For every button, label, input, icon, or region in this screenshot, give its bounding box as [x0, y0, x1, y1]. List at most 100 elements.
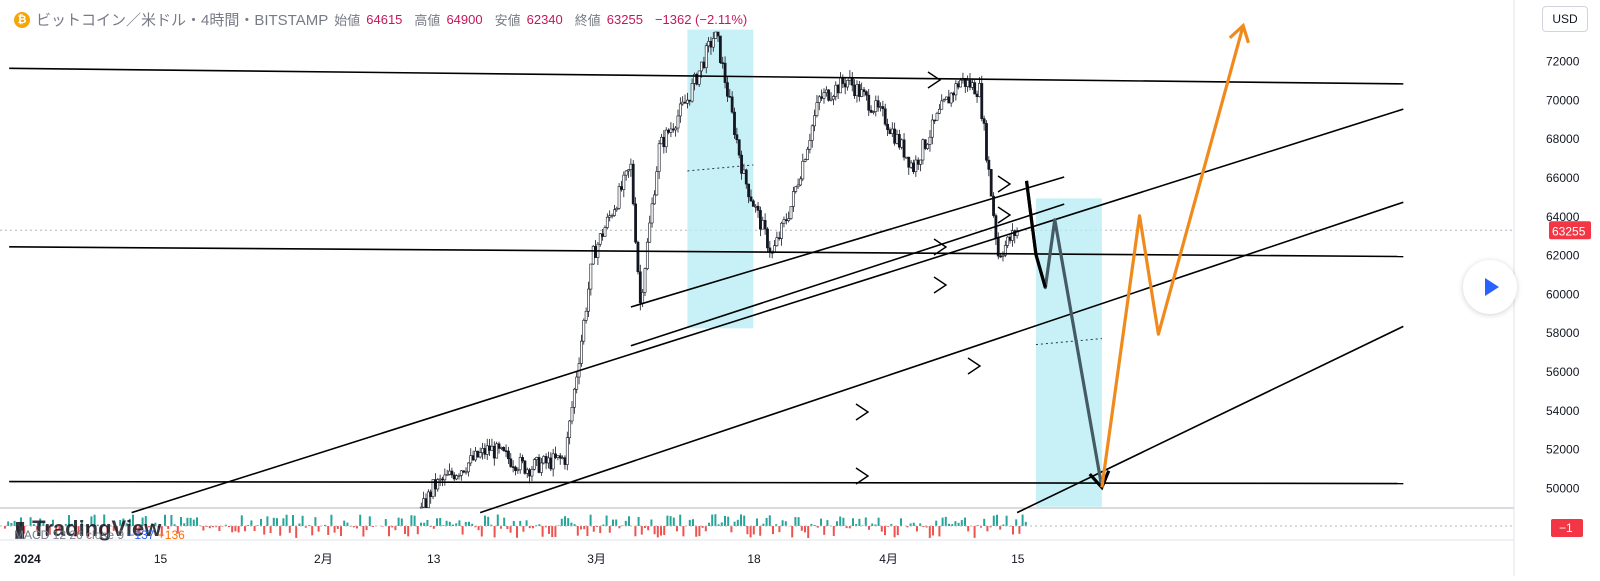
macd-bar	[1025, 522, 1027, 526]
candle-body	[959, 80, 961, 87]
trendline[interactable]	[132, 109, 1404, 513]
macd-bar	[558, 525, 560, 526]
macd-bar	[481, 526, 483, 537]
macd-bar	[942, 518, 944, 526]
candle-body	[851, 78, 853, 86]
x-tick-label: 4月	[879, 552, 898, 566]
candle-body	[675, 128, 677, 130]
candle-body	[832, 97, 834, 100]
macd-bar	[602, 525, 604, 526]
macd-bar	[932, 526, 934, 535]
macd-bar	[682, 526, 684, 536]
candle-body	[434, 480, 436, 489]
candle-body	[981, 83, 983, 118]
macd-bar	[929, 526, 931, 538]
macd-bar	[362, 526, 364, 537]
macd-bar	[193, 520, 195, 526]
macd-bar	[750, 526, 752, 537]
y-tick-label: 58000	[1546, 326, 1580, 340]
candle-body	[533, 460, 535, 470]
macd-bar	[922, 526, 924, 527]
low-value: 62340	[527, 12, 563, 27]
candle-body	[592, 246, 594, 264]
candle-body	[863, 90, 865, 92]
candle-body	[896, 134, 898, 143]
candle-body	[594, 246, 596, 257]
candle-body	[634, 204, 636, 242]
macd-bar	[826, 520, 828, 526]
candle-body	[811, 126, 813, 141]
macd-legend[interactable]: MACD 12 26 close 9 −137 +136	[14, 528, 185, 542]
macd-bar	[343, 521, 345, 526]
macd-bar	[996, 515, 998, 526]
y-tick-label: 50000	[1546, 481, 1580, 495]
candle-body	[427, 492, 429, 508]
candle-body	[882, 107, 884, 109]
macd-bar	[462, 526, 464, 535]
candle-body	[585, 311, 587, 320]
high-value: 64900	[446, 12, 482, 27]
macd-bar	[817, 526, 819, 528]
candle-body	[868, 95, 870, 110]
macd-bar	[650, 520, 652, 526]
candle-body	[660, 137, 662, 144]
candle-body	[477, 451, 479, 457]
candle-body	[707, 41, 709, 45]
y-tick-label: 66000	[1546, 171, 1580, 185]
y-tick-label: 56000	[1546, 365, 1580, 379]
x-tick-label: 13	[427, 552, 441, 566]
candle-body	[974, 83, 976, 94]
candle-body	[943, 100, 945, 101]
forecast-path[interactable]	[1102, 26, 1243, 488]
replay-button[interactable]	[1463, 260, 1517, 314]
candle-body	[521, 457, 523, 461]
candle-body	[550, 458, 552, 469]
macd-bar	[548, 526, 550, 534]
macd-bar	[852, 518, 854, 526]
macd-bar	[586, 526, 588, 536]
candle-body	[715, 32, 717, 38]
candle-body	[945, 97, 947, 100]
trendline[interactable]	[9, 482, 1403, 484]
candle-body	[762, 220, 764, 229]
macd-bar	[526, 520, 528, 526]
currency-button[interactable]: USD	[1542, 6, 1588, 32]
candle-body	[705, 46, 707, 68]
macd-bar	[660, 526, 662, 536]
candle-body	[651, 204, 653, 223]
candle-body	[813, 116, 815, 126]
candle-body	[677, 116, 679, 128]
candle-body	[1002, 255, 1004, 256]
macd-bar	[186, 518, 188, 526]
macd-bar	[868, 526, 870, 530]
candle-body	[766, 229, 768, 248]
macd-bar	[647, 526, 649, 530]
macd-bar	[458, 520, 460, 526]
macd-bar	[730, 526, 732, 532]
y-tick-label: 62000	[1546, 249, 1580, 263]
macd-bar	[564, 516, 566, 526]
candle-body	[858, 84, 860, 96]
candle-body	[627, 170, 629, 171]
macd-bar	[689, 520, 691, 526]
candle-body	[484, 448, 486, 454]
candle-body	[667, 130, 669, 132]
macd-bar	[737, 520, 739, 526]
macd-bar	[426, 520, 428, 526]
macd-bar	[1022, 515, 1024, 526]
candle-body	[988, 160, 990, 169]
candle-body	[580, 341, 582, 363]
close-label: 終値	[575, 10, 601, 29]
candle-body	[971, 83, 973, 88]
candle-body	[474, 451, 476, 460]
candle-body	[950, 93, 952, 103]
macd-bar	[314, 517, 316, 526]
macd-bar	[286, 515, 288, 526]
candle-body	[889, 130, 891, 134]
macd-bar	[577, 526, 579, 536]
macd-bar	[711, 515, 713, 526]
highlight-zone[interactable]	[1036, 198, 1102, 506]
symbol-title[interactable]: ビットコイン／米ドル・4時間・BITSTAMP	[36, 9, 328, 30]
